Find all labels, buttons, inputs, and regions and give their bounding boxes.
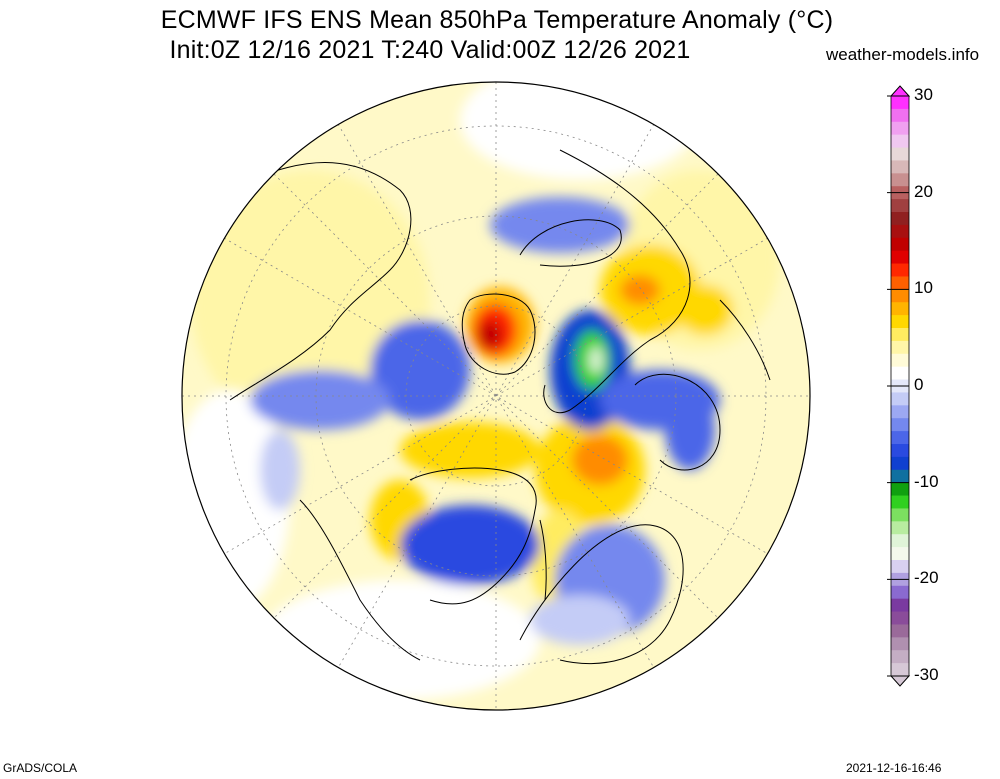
- colorbar-tick-label: -20: [914, 568, 939, 588]
- colorbar-min-arrow: [889, 675, 911, 687]
- colorbar-segment: [891, 598, 909, 613]
- anomaly-russia-cold: [250, 370, 390, 430]
- colorbar-segment: [891, 431, 909, 445]
- colorbar-segment: [891, 212, 909, 226]
- colorbar-segment: [891, 353, 909, 368]
- colorbar-segment: [891, 366, 909, 381]
- anomaly-pacific-warm-core: [572, 435, 628, 485]
- anomaly-greenland-core: [478, 321, 502, 349]
- colorbar-segment: [891, 611, 909, 625]
- anomaly-eurasia-warm: [190, 170, 430, 430]
- colorbar-segment: [891, 663, 909, 677]
- map-border: [181, 81, 811, 711]
- colorbar-segment: [891, 469, 909, 484]
- colorbar-segment: [891, 560, 909, 574]
- colorbar-segment: [891, 199, 909, 213]
- colorbar-segment: [891, 289, 909, 303]
- colorbar-segment: [891, 482, 909, 497]
- colorbar-segment: [891, 624, 909, 638]
- colorbar-segment: [891, 521, 909, 535]
- source-label: weather-models.info: [826, 45, 980, 64]
- colorbar-segment: [891, 237, 909, 252]
- colorbar-segment: [891, 134, 909, 149]
- colorbar-segment: [891, 121, 909, 136]
- chart-title: ECMWF IFS ENS Mean 850hPa Temperature An…: [160, 6, 834, 34]
- graticule: [182, 82, 810, 710]
- colorbar-segment: [891, 456, 909, 471]
- anomaly-pacific-neutral: [260, 580, 540, 700]
- anomaly-labrador-warm: [677, 285, 733, 335]
- contours: [519, 219, 721, 665]
- anomaly-siberia-cold: [400, 505, 540, 585]
- colorbar-tick-label: -30: [914, 665, 939, 684]
- anomaly-east-pacific-cold-edge: [530, 595, 630, 645]
- footer-timestamp: 2021-12-16-16:46: [846, 761, 942, 775]
- footer-software: GrADS/COLA: [3, 761, 78, 775]
- colorbar-segment: [891, 340, 909, 355]
- colorbar-segment: [891, 173, 909, 187]
- anomaly-north-pacific-cold-tail: [665, 390, 715, 470]
- colorbar-segment: [891, 547, 909, 561]
- chart-subtitle: Init:0Z 12/16 2021 T:240 Valid:00Z 12/26…: [169, 36, 691, 64]
- colorbar-segment: [891, 508, 909, 522]
- anomaly-east-canada-core: [620, 275, 660, 305]
- colorbar-segment: [891, 263, 909, 277]
- anomaly-west-cold: [260, 430, 300, 510]
- colorbar-tick-label: -10: [914, 471, 939, 491]
- colorbar-segment: [891, 302, 909, 316]
- colorbar-segment: [891, 392, 909, 406]
- colorbar-tick-label: 20: [914, 181, 933, 201]
- colorbar-segment: [891, 315, 909, 329]
- colorbar-tick-label: 0: [914, 375, 924, 394]
- colorbar-segment: [891, 637, 909, 651]
- colorbar-ticks: [887, 95, 909, 677]
- colorbar-segment: [891, 444, 909, 458]
- colorbar-segment: [891, 224, 909, 239]
- colorbar-segment: [891, 108, 909, 123]
- anomaly-field: [182, 82, 810, 710]
- colorbar-segment: [891, 585, 909, 600]
- colorbar-segment: [891, 147, 909, 161]
- coastlines: [229, 149, 771, 661]
- colorbar-tick-label: 10: [914, 278, 933, 298]
- colorbar-segment: [891, 250, 909, 265]
- colorbar-max-arrow: [889, 85, 911, 97]
- colorbar-segment: [891, 160, 909, 174]
- colorbar-tick-label: 30: [914, 85, 933, 104]
- colorbar-segment: [891, 328, 909, 342]
- anomaly-alaska-extreme: [589, 346, 603, 374]
- colorbar-segment: [891, 495, 909, 509]
- anomaly-arctic-warm: [400, 422, 540, 478]
- colorbar-segment: [891, 405, 909, 419]
- colorbar-segment: [891, 650, 909, 664]
- colorbar-segment: [891, 276, 909, 290]
- colorbar-segment: [891, 96, 909, 110]
- colorbar-segment: [891, 418, 909, 432]
- colorbar-segment: [891, 534, 909, 548]
